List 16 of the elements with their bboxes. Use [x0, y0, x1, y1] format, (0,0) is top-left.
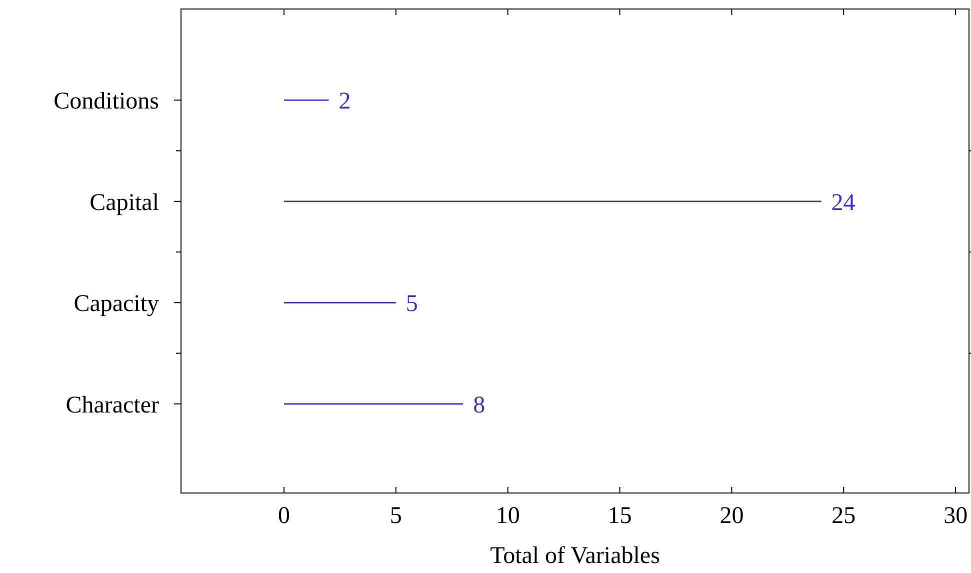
- x-axis-title: Total of Variables: [490, 543, 660, 569]
- y-tick-label: Capital: [90, 190, 160, 216]
- data-label: 24: [831, 190, 856, 216]
- data-label: 5: [406, 291, 418, 318]
- x-tick-label: 20: [720, 503, 744, 529]
- x-tick-label: 0: [278, 503, 290, 529]
- y-tick-label: Capacity: [74, 291, 159, 318]
- x-tick-label: 25: [832, 503, 856, 529]
- y-tick-label: Character: [66, 392, 159, 418]
- x-tick-label: 10: [496, 503, 520, 529]
- y-tick-label: Conditions: [54, 88, 159, 115]
- data-label: 2: [338, 88, 351, 115]
- x-tick-label: 30: [944, 503, 968, 529]
- x-tick-label: 5: [390, 503, 402, 529]
- data-label: 8: [473, 392, 486, 418]
- x-tick-label: 15: [608, 503, 632, 529]
